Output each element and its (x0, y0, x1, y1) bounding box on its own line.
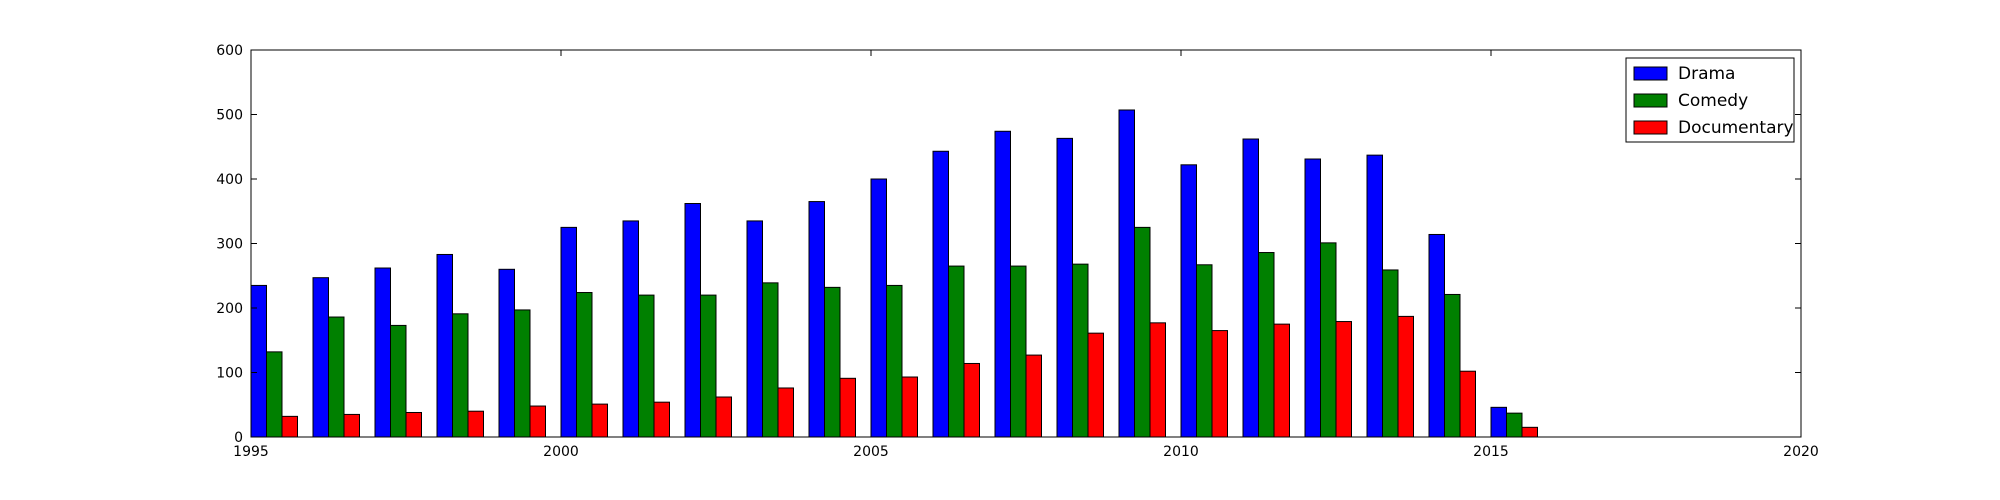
bar-documentary-2013 (1397, 315, 1414, 438)
bar-drama-2004 (808, 201, 825, 438)
bar-comedy-2015 (1506, 412, 1523, 438)
legend-swatch-drama (1633, 66, 1668, 81)
bar-drama-2000 (560, 226, 577, 438)
bar-comedy-1997 (390, 324, 407, 438)
bar-documentary-2007 (1025, 354, 1042, 438)
y-tick-label: 600 (216, 43, 243, 59)
bar-drama-2006 (932, 150, 949, 438)
bar-documentary-2001 (653, 401, 670, 438)
bar-documentary-1999 (529, 405, 546, 438)
legend-swatch-documentary (1633, 120, 1668, 135)
bar-documentary-1996 (343, 413, 360, 438)
bar-documentary-2005 (901, 376, 918, 438)
bar-comedy-1998 (452, 313, 469, 438)
y-tick-label: 500 (216, 108, 243, 124)
axis-ticks: 1995 2000 2005 2010 2015 2020 0 100 200 300 400 500… (216, 43, 1819, 460)
bar-documentary-2006 (963, 362, 980, 438)
bar-comedy-2004 (824, 286, 841, 438)
bar-drama-2001 (622, 220, 639, 438)
bar-drama-1999 (498, 268, 515, 438)
bar-comedy-2010 (1196, 264, 1213, 438)
bar-documentary-1995 (281, 415, 298, 438)
bar-drama-2014 (1428, 233, 1445, 438)
bars (250, 109, 1538, 438)
legend-label-drama: Drama (1678, 64, 1735, 84)
y-tick-label: 300 (216, 237, 243, 253)
bar-comedy-1999 (514, 309, 531, 438)
legend: Drama Comedy Documentary (1625, 57, 1795, 143)
bar-comedy-1995 (266, 351, 283, 438)
bar-comedy-2009 (1134, 226, 1151, 438)
bar-documentary-1998 (467, 410, 484, 438)
bar-drama-2012 (1304, 158, 1321, 438)
bar-comedy-2007 (1010, 265, 1027, 438)
x-tick-label: 2005 (853, 444, 889, 460)
bar-drama-2015 (1490, 406, 1507, 438)
bar-drama-2010 (1180, 164, 1197, 438)
bar-documentary-2003 (777, 387, 794, 438)
x-tick-label: 2020 (1783, 444, 1819, 460)
bar-drama-1996 (312, 277, 329, 438)
x-tick-label: 1995 (233, 444, 269, 460)
bar-comedy-2012 (1320, 242, 1337, 438)
bar-comedy-2006 (948, 265, 965, 438)
bar-comedy-2014 (1444, 293, 1461, 438)
bar-documentary-1997 (405, 411, 422, 438)
bar-documentary-2015 (1521, 426, 1538, 438)
bar-comedy-2011 (1258, 252, 1275, 438)
bar-documentary-2004 (839, 377, 856, 438)
x-tick-label: 2000 (543, 444, 579, 460)
bar-comedy-2005 (886, 284, 903, 438)
bar-documentary-2010 (1211, 330, 1228, 438)
bar-comedy-2008 (1072, 263, 1089, 438)
bar-documentary-2012 (1335, 321, 1352, 438)
bar-documentary-2011 (1273, 323, 1290, 438)
y-tick-label: 400 (216, 172, 243, 188)
y-tick-label: 100 (216, 366, 243, 382)
legend-label-documentary: Documentary (1678, 118, 1794, 138)
bar-documentary-2000 (591, 403, 608, 438)
bar-drama-2003 (746, 220, 763, 438)
bar-documentary-2002 (715, 396, 732, 438)
legend-swatch-comedy (1633, 93, 1668, 108)
legend-label-comedy: Comedy (1678, 91, 1748, 111)
bar-comedy-2002 (700, 294, 717, 438)
bar-drama-2009 (1118, 109, 1135, 438)
y-tick-label: 0 (234, 430, 243, 446)
bar-comedy-2000 (576, 292, 593, 438)
bar-comedy-1996 (328, 316, 345, 438)
bar-drama-2007 (994, 130, 1011, 438)
bar-drama-2011 (1242, 138, 1259, 438)
bar-drama-2008 (1056, 137, 1073, 438)
x-tick-label: 2015 (1473, 444, 1509, 460)
y-tick-label: 200 (216, 301, 243, 317)
bar-documentary-2009 (1149, 322, 1166, 438)
bar-drama-2013 (1366, 154, 1383, 438)
x-tick-label: 2010 (1163, 444, 1199, 460)
bar-drama-2002 (684, 203, 701, 438)
bar-comedy-2003 (762, 282, 779, 438)
bar-drama-1998 (436, 253, 453, 438)
bar-drama-2005 (870, 178, 887, 438)
bar-documentary-2008 (1087, 332, 1104, 438)
bar-comedy-2013 (1382, 269, 1399, 438)
bar-drama-1997 (374, 267, 391, 438)
bar-documentary-2014 (1459, 370, 1476, 438)
bar-comedy-2001 (638, 294, 655, 438)
